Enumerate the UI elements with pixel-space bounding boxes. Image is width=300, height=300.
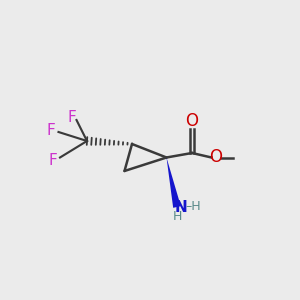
Text: F: F [46, 123, 56, 138]
Text: O: O [209, 148, 223, 166]
Text: O: O [185, 112, 199, 130]
Text: F: F [48, 153, 57, 168]
Polygon shape [167, 158, 181, 208]
Text: –H: –H [186, 200, 201, 214]
Text: N: N [175, 200, 188, 214]
Text: F: F [68, 110, 76, 124]
Text: H: H [172, 209, 182, 223]
